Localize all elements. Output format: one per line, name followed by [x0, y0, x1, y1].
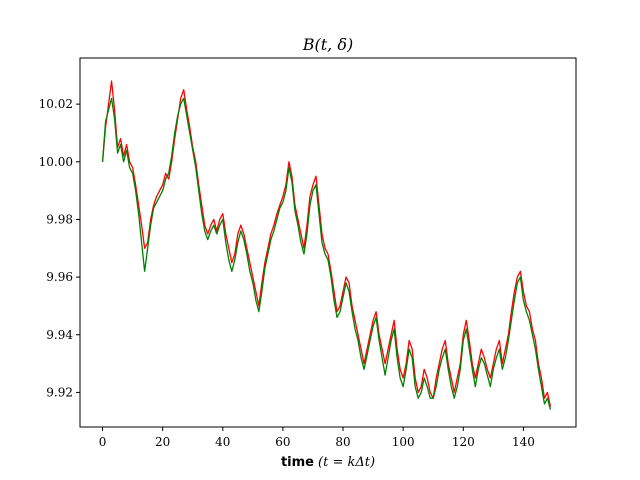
x-axis-label-math: (t = kΔt) — [318, 455, 375, 470]
x-tick-label: 40 — [215, 435, 230, 449]
y-tick-label: 9.92 — [46, 385, 73, 399]
chart-title: B(t, δ) — [302, 35, 353, 54]
x-tick-label: 100 — [392, 435, 415, 449]
series-layer — [101, 80, 552, 410]
x-tick-label: 120 — [452, 435, 475, 449]
axes-frame — [79, 57, 577, 428]
x-tick-label: 60 — [275, 435, 290, 449]
x-tick-label: 20 — [155, 435, 170, 449]
x-axis: 0 20 40 60 80 100 120 140 — [99, 427, 535, 449]
x-tick-label: 80 — [335, 435, 350, 449]
y-tick-label: 9.98 — [46, 212, 73, 226]
series-line-2 — [101, 97, 552, 410]
x-axis-label-bold: time — [281, 455, 314, 470]
y-tick-label: 10.00 — [39, 155, 73, 169]
y-axis: 9.92 9.94 9.96 9.98 10.00 10.02 — [39, 97, 80, 399]
y-tick-label: 9.96 — [46, 270, 73, 284]
x-tick-label: 140 — [512, 435, 535, 449]
y-tick-label: 10.02 — [39, 97, 73, 111]
y-tick-label: 9.94 — [46, 328, 73, 342]
x-tick-label: 0 — [99, 435, 107, 449]
x-axis-label: time (t = kΔt) — [281, 455, 375, 470]
